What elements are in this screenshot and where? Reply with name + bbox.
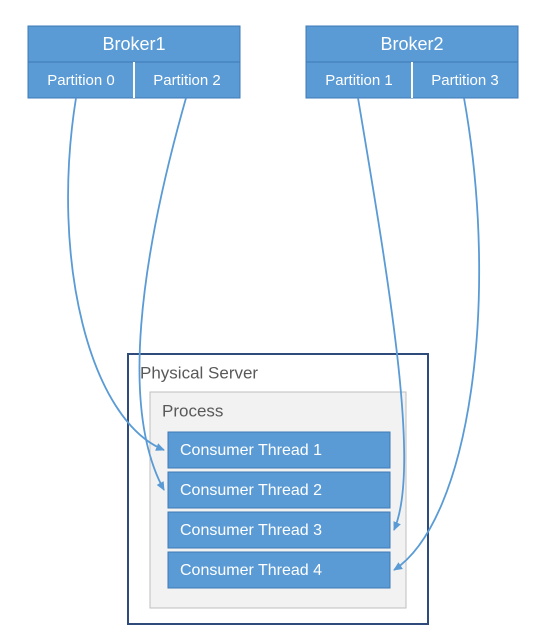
consumer-thread-4-label: Consumer Thread 4 [180, 562, 322, 579]
broker2: Broker2 Partition 1 Partition 3 [306, 26, 518, 98]
process-label: Process [162, 401, 223, 420]
broker1: Broker1 Partition 0 Partition 2 [28, 26, 240, 98]
broker2-label: Broker2 [380, 34, 443, 54]
consumer-thread-2-label: Consumer Thread 2 [180, 482, 322, 499]
consumer-thread-1-label: Consumer Thread 1 [180, 442, 322, 459]
consumer-thread-3-label: Consumer Thread 3 [180, 522, 322, 539]
broker1-label: Broker1 [102, 34, 165, 54]
broker1-partition-0-label: Partition 0 [47, 72, 115, 89]
physical-server-label: Physical Server [140, 363, 258, 382]
broker2-partition-0-label: Partition 1 [325, 72, 393, 89]
broker2-partition-1-label: Partition 3 [431, 72, 499, 89]
broker1-partition-1-label: Partition 2 [153, 72, 221, 89]
